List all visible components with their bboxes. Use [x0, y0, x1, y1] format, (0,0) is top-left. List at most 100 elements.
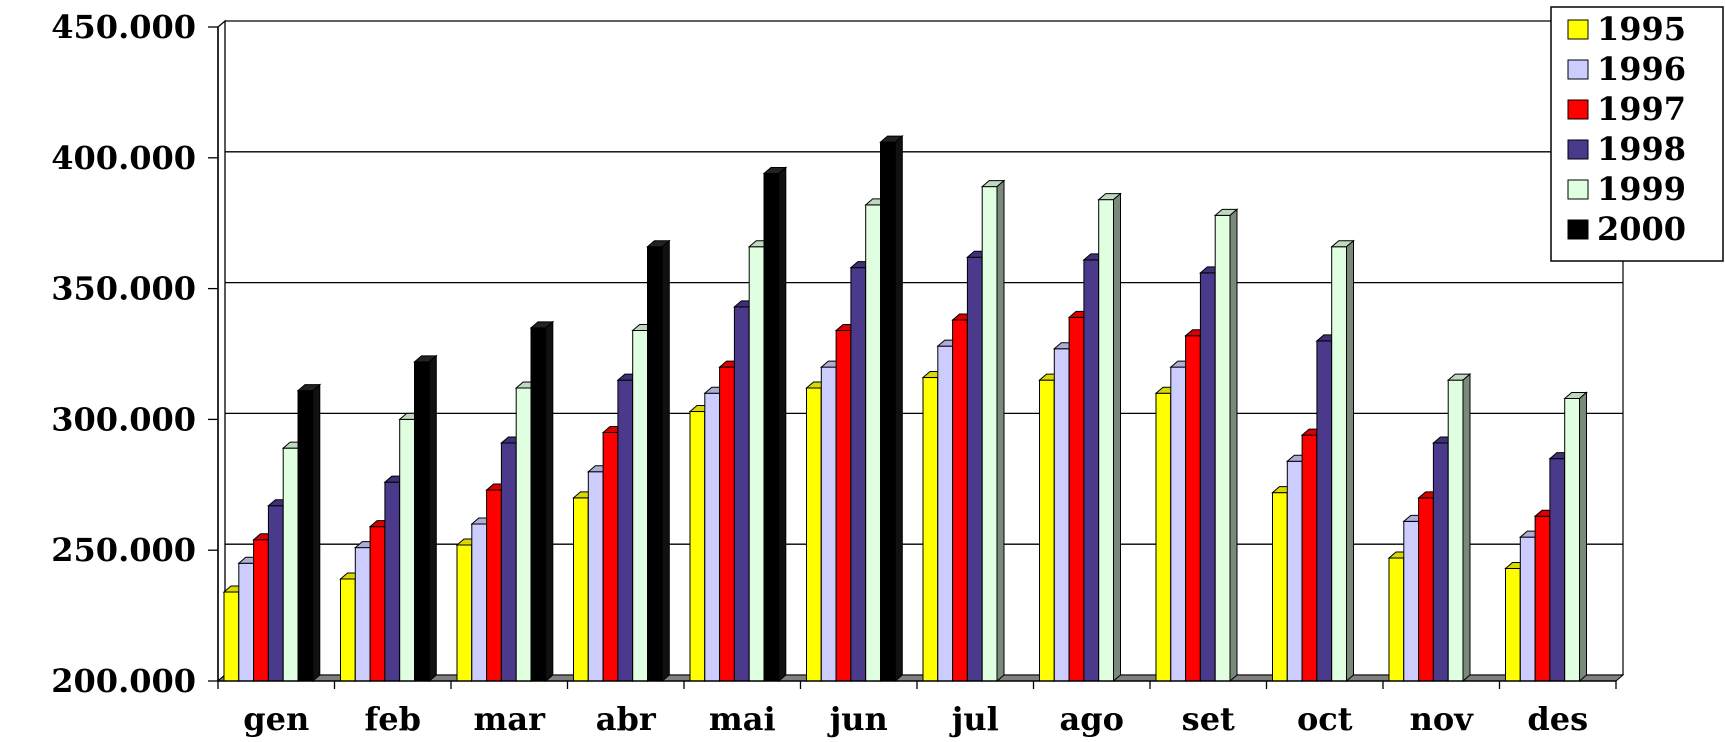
bar-front-set-1995: [1155, 392, 1172, 682]
axis-layer: 200.000 250.000 300.000 350.000 400.000 450.0…: [51, 8, 1617, 738]
bar-front-gen-1999: [282, 447, 299, 682]
bar-front-jun-1995: [806, 387, 822, 682]
legend-swatch-1997: [1567, 99, 1589, 120]
legend-entry: 1999: [1597, 170, 1686, 208]
legend-entry: 1995: [1597, 10, 1686, 48]
bar-front-feb-1998: [384, 481, 401, 682]
bar-front-oct-1997: [1301, 434, 1318, 682]
bar-set-1999: [1213, 208, 1239, 683]
bar-des-1999: [1563, 391, 1588, 683]
legend-swatch-2000: [1567, 219, 1589, 240]
bar-side-feb-2000: [428, 354, 437, 683]
bar-front-mai-2000: [763, 172, 780, 682]
bar-front-set-1996: [1170, 366, 1187, 682]
bar-front-gen-2000: [297, 390, 314, 682]
x-tick-label: jul: [949, 700, 999, 738]
bar-front-gen-1996: [238, 562, 255, 682]
x-tick-label: abr: [596, 700, 657, 738]
bar-front-feb-2000: [414, 361, 430, 682]
bar-front-set-1997: [1185, 335, 1201, 682]
bar-feb-2000: [413, 354, 438, 683]
x-tick-label: feb: [365, 700, 422, 738]
bar-front-abr-1996: [587, 471, 604, 682]
y-tick-label: 450.000: [51, 8, 196, 46]
bar-front-feb-1997: [369, 526, 386, 682]
bar-front-feb-1996: [354, 547, 371, 682]
legend-entry: 2000: [1597, 210, 1686, 248]
legend-entry: 1997: [1597, 90, 1686, 128]
legend-swatch-1996: [1567, 59, 1589, 80]
bar-front-ago-1995: [1039, 379, 1055, 682]
bar-side-gen-2000: [312, 383, 321, 683]
bar-front-jul-1997: [952, 319, 968, 682]
bar-side-oct-1999: [1346, 239, 1354, 683]
legend-entry: 1996: [1597, 50, 1686, 88]
x-tick-label: jun: [827, 700, 888, 738]
bar-front-jun-1997: [835, 329, 852, 682]
bar-front-nov-1999: [1447, 379, 1464, 682]
bar-side-nov-1999: [1462, 373, 1471, 683]
bar-front-gen-1995: [223, 591, 240, 682]
bar-jul-1999: [980, 179, 1006, 683]
bar-front-abr-1998: [617, 379, 634, 682]
bar-front-jul-1996: [937, 345, 954, 682]
bar-front-mai-1999: [748, 246, 765, 682]
side-wall: [217, 19, 226, 683]
bar-front-oct-1999: [1331, 246, 1347, 682]
bar-front-jun-1999: [865, 204, 882, 682]
bar-front-feb-1995: [340, 578, 356, 682]
bar-front-des-1996: [1519, 536, 1536, 682]
bar-front-mar-1996: [471, 523, 488, 682]
legend-swatch-1999: [1567, 179, 1589, 200]
bar-side-jul-1999: [996, 179, 1005, 683]
bar-front-mar-2000: [530, 327, 547, 682]
bar-front-des-1998: [1549, 458, 1566, 682]
bar-front-ago-1997: [1068, 316, 1085, 682]
y-tick-label: 200.000: [51, 662, 196, 700]
bar-front-ago-1996: [1053, 348, 1070, 682]
bar-front-jul-1999: [981, 186, 998, 682]
bar-front-jun-2000: [880, 141, 896, 682]
bar-front-oct-1995: [1272, 492, 1288, 682]
bar-front-abr-1995: [573, 497, 589, 682]
bar-front-abr-1997: [602, 431, 619, 682]
x-tick-label: set: [1182, 700, 1235, 738]
bar-front-oct-1998: [1316, 340, 1333, 682]
x-tick-label: mai: [709, 700, 776, 738]
bar-abr-2000: [646, 239, 671, 683]
bar-front-abr-1999: [632, 329, 649, 682]
legend-swatch-1995: [1567, 19, 1589, 40]
bar-front-set-1998: [1199, 272, 1216, 682]
y-tick-label: 300.000: [51, 400, 196, 438]
bar-nov-1999: [1446, 373, 1472, 683]
bar-front-gen-1998: [267, 505, 284, 682]
bar-front-des-1997: [1534, 515, 1551, 682]
bar-jun-2000: [879, 135, 904, 683]
bar-side-mar-2000: [545, 320, 554, 683]
bar-front-mar-1998: [500, 442, 517, 682]
bar-front-jul-1995: [922, 377, 939, 682]
x-tick-label: oct: [1297, 700, 1353, 738]
bar-front-mai-1996: [704, 392, 721, 682]
bar-front-mai-1995: [689, 411, 706, 682]
bar-front-mar-1997: [486, 489, 502, 682]
bar-front-ago-1998: [1083, 259, 1100, 682]
bar-side-ago-1999: [1113, 192, 1121, 683]
bar-front-mar-1995: [456, 544, 473, 682]
bars-layer: [222, 135, 1588, 683]
bar-front-jun-1998: [850, 267, 867, 682]
legend-swatch-1998: [1567, 139, 1589, 160]
x-tick-label: gen: [243, 700, 309, 738]
bar-side-abr-2000: [661, 239, 670, 683]
bar-gen-2000: [296, 383, 322, 683]
y-tick-label: 250.000: [51, 531, 196, 569]
bar-front-feb-1999: [399, 418, 416, 682]
bar-front-mai-1998: [733, 306, 750, 682]
x-tick-label: mar: [474, 700, 547, 738]
bar-front-abr-2000: [647, 246, 663, 682]
bar-mai-2000: [762, 166, 788, 683]
bar-oct-1999: [1330, 239, 1355, 683]
